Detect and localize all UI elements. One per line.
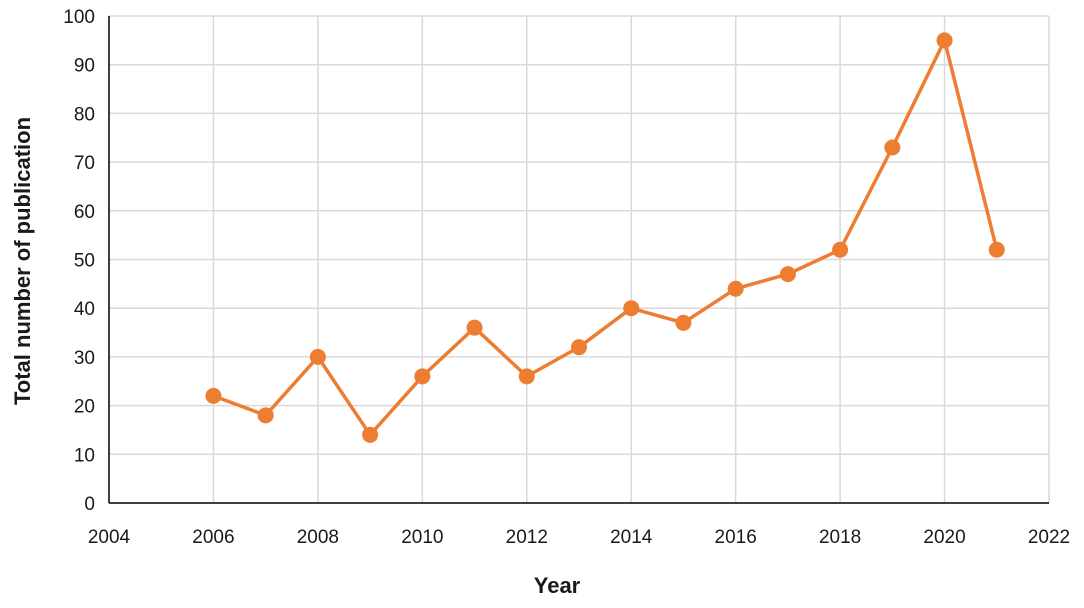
data-point: [414, 368, 431, 385]
x-tick-label: 2006: [192, 527, 234, 548]
x-tick-label: 2012: [506, 527, 548, 548]
x-tick-label: 2010: [401, 527, 443, 548]
data-point: [936, 32, 953, 49]
data-point: [571, 339, 587, 356]
data-point: [309, 348, 326, 365]
x-tick-label: 2004: [88, 527, 131, 548]
series: [205, 32, 1005, 443]
y-tick-label: 50: [74, 251, 95, 272]
x-tick-label: 2022: [1028, 527, 1070, 548]
y-tick-label: 70: [74, 153, 95, 174]
x-tick-label: 2018: [819, 527, 861, 548]
data-point: [362, 426, 379, 443]
x-tick-label: 2014: [610, 527, 653, 548]
y-tick-label: 20: [74, 397, 95, 418]
series-line: [212, 38, 999, 437]
x-tick-label: 2016: [715, 527, 757, 548]
y-tick-label: 0: [84, 494, 95, 515]
grid: [109, 15, 1050, 503]
y-tick-label: 40: [74, 299, 95, 320]
y-tick-label: 100: [63, 7, 95, 28]
data-point: [988, 241, 1005, 258]
data-point: [623, 300, 640, 317]
data-point: [779, 266, 796, 283]
data-point: [675, 314, 692, 331]
y-axis-title: Total number of publication: [10, 117, 35, 405]
data-point: [257, 407, 274, 424]
x-axis-title: Year: [534, 573, 581, 598]
data-point: [466, 319, 483, 336]
data-point: [205, 387, 222, 404]
data-point: [884, 139, 901, 156]
x-tick-label: 2020: [923, 527, 965, 548]
y-tick-label: 60: [74, 202, 95, 223]
y-tick-label: 90: [74, 56, 95, 77]
data-point: [727, 280, 744, 297]
x-tick-label: 2008: [297, 527, 339, 548]
tick-labels: 0 10 20 30 40 50 60 70 80 90 100 2004 2006 2008 2010 20…: [63, 7, 1070, 548]
y-tick-label: 80: [74, 104, 95, 125]
data-point: [518, 368, 535, 385]
axes: [108, 16, 1049, 504]
data-point: [832, 241, 849, 258]
y-tick-label: 10: [74, 445, 95, 466]
y-tick-label: 30: [74, 348, 95, 369]
